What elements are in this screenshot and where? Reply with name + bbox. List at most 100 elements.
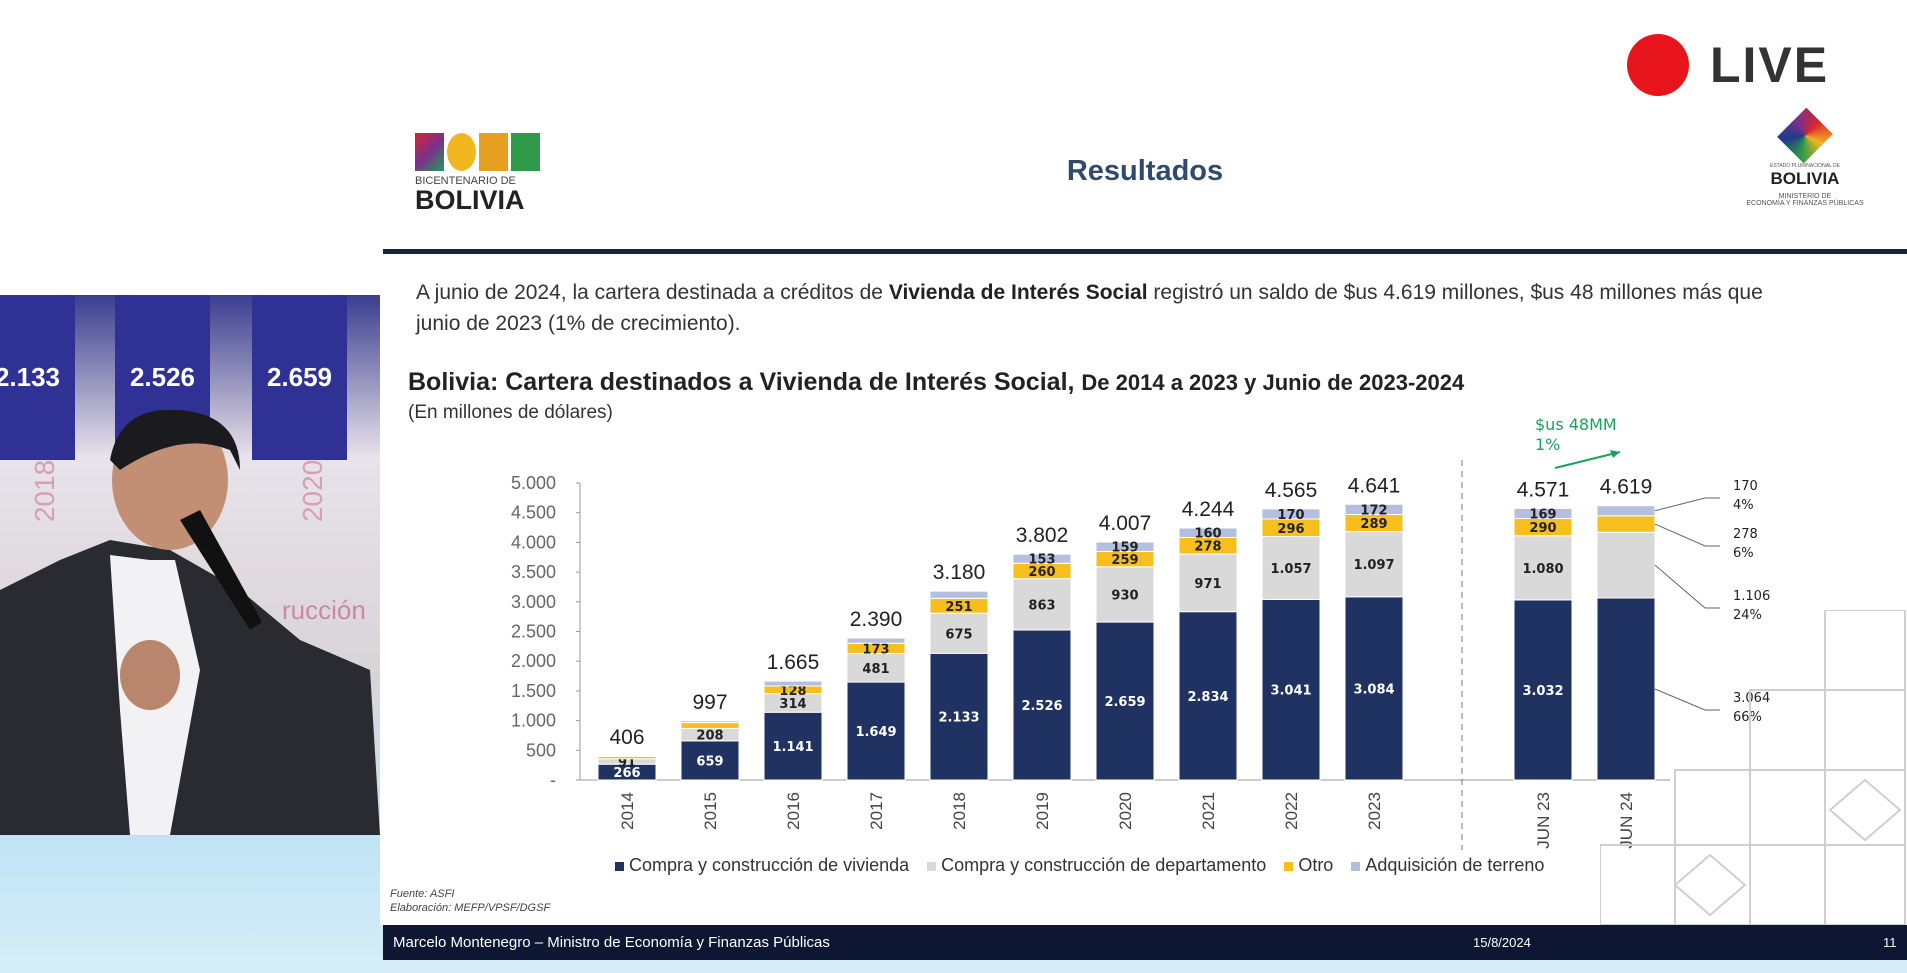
x-tick-label: 2016: [784, 792, 803, 830]
live-label: LIVE: [1710, 37, 1830, 93]
callout-percent: 66%: [1733, 710, 1762, 725]
callout-value: 170: [1733, 479, 1758, 494]
paragraph-text: registró un saldo de $us 4.619 millones,…: [416, 281, 1763, 335]
footer-date: 15/8/2024: [1473, 935, 1531, 950]
segment-label: 3.084: [1353, 682, 1394, 697]
segment-label: 1.057: [1270, 562, 1311, 577]
y-tick-label: -: [550, 770, 556, 790]
bar-segment: [1344, 503, 1404, 515]
legend-swatch: [1351, 861, 1361, 871]
chart-title: Bolivia: Cartera destinados a Vivienda d…: [408, 368, 1464, 397]
x-tick-label: JUN 24: [1617, 792, 1636, 849]
segment-label: 289: [1360, 517, 1387, 532]
legend-swatch: [1284, 861, 1294, 871]
bar-segment: [929, 652, 989, 781]
total-label: 2.390: [850, 608, 903, 631]
chart-title-suffix: De 2014 a 2023 y Junio de 2023-2024: [1081, 370, 1465, 395]
speaker-video: 2.133 2.526 2.659 2018 2020 rucción: [0, 295, 380, 835]
segment-label: 278: [1194, 540, 1221, 555]
growth-arrow-icon: [1610, 450, 1620, 458]
bar-segment: [929, 612, 989, 654]
bar-segment: [846, 637, 906, 644]
callout-percent: 4%: [1733, 498, 1754, 513]
segment-label: 290: [1529, 521, 1556, 536]
footer-bar: Marcelo Montenegro – Ministro de Economí…: [383, 925, 1907, 960]
segment-label: 172: [1360, 503, 1387, 518]
segment-label: 1.649: [855, 725, 896, 740]
y-tick-label: 5.000: [511, 473, 556, 493]
bar-segment: [1596, 531, 1656, 599]
decorative-pattern: [1600, 610, 1906, 925]
legend-label: Otro: [1298, 855, 1334, 875]
x-tick-label: 2021: [1199, 792, 1218, 830]
legend-item: Otro: [1284, 855, 1333, 876]
bar-segment: [1095, 621, 1155, 781]
logo-text: BICENTENARIO DE: [415, 175, 516, 187]
chart-subtitle: (En millones de dólares): [408, 402, 613, 423]
bar-segment: [1261, 508, 1321, 520]
header-divider: [383, 249, 1907, 254]
bar-segment: [763, 680, 823, 687]
summary-paragraph: A junio de 2024, la cartera destinada a …: [416, 277, 1766, 339]
stacked-bar-chart: - 500 1.000 1.500 2.000 2.500 3.000 3.500 4.000 4…: [511, 415, 1770, 850]
logo-text: ECONOMÍA Y FINANZAS PÚBLICAS: [1746, 200, 1864, 207]
ministry-logo: ESTADO PLURINACIONAL DE BOLIVIA MINISTER…: [1735, 107, 1875, 207]
bar-segment: [1596, 505, 1656, 517]
segment-label: 128: [779, 684, 806, 699]
segment-label: 260: [1028, 565, 1055, 580]
elaboration-text: Elaboración: MEFP/VPSF/DGSF: [390, 902, 551, 914]
segment-label: 1.080: [1522, 562, 1563, 577]
total-label: 4.619: [1600, 476, 1653, 499]
segment-label: 481: [862, 662, 889, 677]
bar-segment: [1261, 536, 1321, 600]
total-label: 4.571: [1517, 478, 1570, 501]
total-label: 4.244: [1182, 498, 1235, 521]
total-label: 4.641: [1348, 474, 1401, 497]
x-tick-label: 2018: [950, 792, 969, 830]
live-indicator-icon: [1627, 34, 1689, 96]
y-tick-label: 1.000: [511, 711, 556, 731]
bar-segment: [1012, 553, 1072, 564]
segment-label: 173: [862, 642, 889, 657]
y-tick-label: 3.000: [511, 592, 556, 612]
segment-label: 3.032: [1522, 684, 1563, 699]
logo-text: MINISTERIO DE: [1778, 193, 1832, 200]
total-label: 997: [692, 691, 727, 714]
logo-text: ESTADO PLURINACIONAL DE: [1769, 163, 1840, 169]
segment-label: 2.659: [1104, 695, 1145, 710]
segment-label: 160: [1194, 527, 1221, 542]
segment-label: 971: [1194, 577, 1221, 592]
segment-label: 930: [1111, 588, 1138, 603]
bar-segment: [680, 722, 740, 730]
footer-speaker: Marcelo Montenegro – Ministro de Economí…: [393, 934, 830, 951]
bar-segment: [929, 590, 989, 599]
segment-label: 2.133: [938, 711, 979, 726]
bar-segment: [1095, 541, 1155, 552]
y-tick-label: 3.500: [511, 562, 556, 582]
bar-segment: [1513, 507, 1573, 520]
callout-value: 3.064: [1733, 691, 1770, 706]
callout-line: [1654, 564, 1720, 609]
paragraph-text: A junio de 2024, la cartera destinada a …: [416, 281, 889, 304]
backdrop-number: 2.133: [0, 362, 61, 392]
footer-page-number: 11: [1883, 935, 1897, 950]
bar-segment: [597, 755, 657, 757]
total-label: 1.665: [767, 651, 820, 674]
growth-annotation: $us 48MM: [1535, 415, 1617, 434]
x-tick-label: 2015: [701, 792, 720, 830]
legend-swatch: [615, 861, 624, 871]
total-label: 406: [609, 726, 644, 749]
segment-label: 170: [1277, 508, 1304, 523]
segment-label: 296: [1277, 522, 1304, 537]
segment-label: 169: [1529, 508, 1556, 523]
bar-segment: [1178, 553, 1238, 613]
x-tick-label: 2020: [1116, 792, 1135, 830]
callout-percent: 24%: [1733, 608, 1762, 623]
y-tick-label: 4.500: [511, 503, 556, 523]
logo-text: BOLIVIA: [1770, 169, 1840, 188]
bar-segment: [680, 720, 740, 724]
bar-segment: [846, 652, 906, 683]
speaker-figure: [0, 410, 380, 835]
bar-segment: [1095, 566, 1155, 623]
bar-segment: [1513, 535, 1573, 601]
